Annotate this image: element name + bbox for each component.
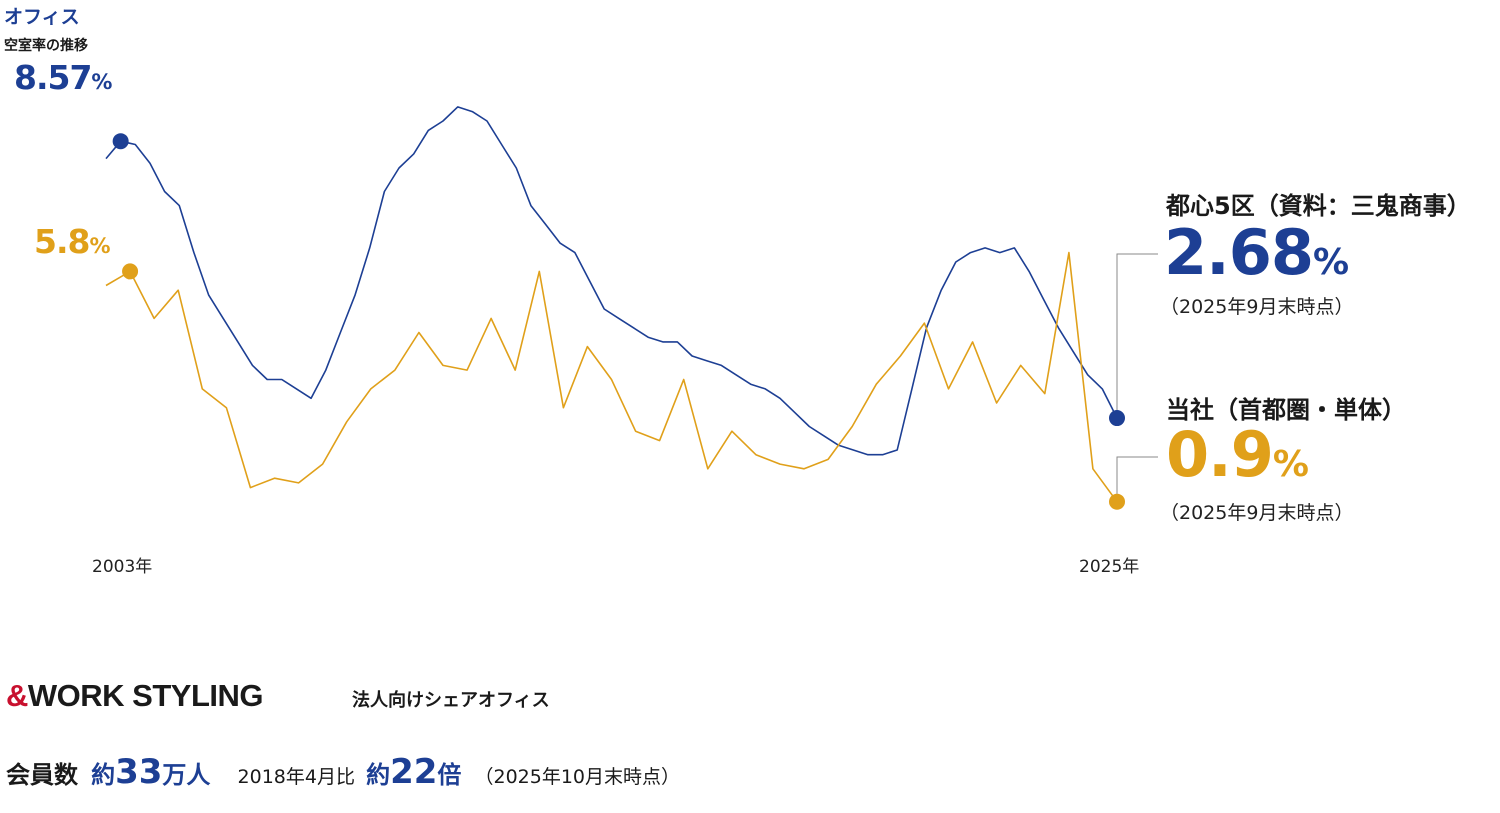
series-1-end-label: 2.68% xyxy=(1164,216,1350,289)
chart-subtitle: 空室率の推移 xyxy=(4,38,88,54)
series-1-leader-line xyxy=(1116,253,1158,419)
series-2-line xyxy=(105,251,1118,503)
compare-prefix: 約 xyxy=(366,761,391,789)
members-prefix: 約 xyxy=(91,761,116,789)
member-stats: 会員数 約33万人 2018年4月比 約22倍 （2025年10月末時点） xyxy=(6,752,680,792)
series-2-end-label: 0.9% xyxy=(1166,418,1309,491)
series-1-name: 都心5区（資料：三鬼商事） xyxy=(1166,192,1471,220)
series-2-start-label: 5.8% xyxy=(34,222,111,261)
series-2-leader-line xyxy=(1116,456,1158,502)
stats-note: （2025年10月末時点） xyxy=(474,766,681,788)
compare-value: 22 xyxy=(390,752,438,792)
series-2-name: 当社（首都圏・単体） xyxy=(1166,396,1406,424)
series-2-end-note: （2025年9月末時点） xyxy=(1160,502,1354,524)
series-1-start-label: 8.57% xyxy=(14,58,113,97)
series-1-start-dot xyxy=(112,133,129,150)
brand-logo: &WORK STYLING xyxy=(6,678,264,713)
series-1-end-note: （2025年9月末時点） xyxy=(1160,296,1354,318)
members-unit: 万人 xyxy=(162,761,211,789)
chart-title: オフィス xyxy=(4,6,80,28)
compare-label: 2018年4月比 xyxy=(237,766,355,788)
series-2-end-dot xyxy=(1109,493,1125,510)
series-2-start-dot xyxy=(122,263,139,280)
members-value: 33 xyxy=(115,752,163,792)
x-axis-end-label: 2025年 xyxy=(1079,557,1140,577)
x-axis-start-label: 2003年 xyxy=(92,557,153,577)
members-label: 会員数 xyxy=(6,761,78,789)
compare-unit: 倍 xyxy=(437,761,462,789)
series-1-line xyxy=(105,106,1118,456)
brand-tagline: 法人向けシェアオフィス xyxy=(352,690,550,711)
series-1-end-dot xyxy=(1109,410,1125,427)
